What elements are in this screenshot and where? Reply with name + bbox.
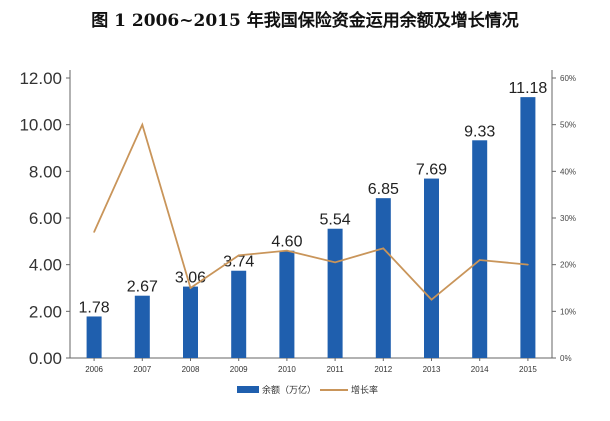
bar-value-label: 9.33 — [464, 123, 495, 140]
bar — [231, 270, 247, 358]
x-tick-label: 2013 — [423, 365, 441, 374]
growth-rate-point — [189, 287, 192, 289]
growth-rate-point — [286, 249, 288, 252]
x-tick-label: 2007 — [133, 365, 151, 374]
y-tick-label-left: 0.00 — [29, 349, 62, 368]
growth-rate-point — [478, 259, 481, 261]
growth-rate-point — [382, 247, 385, 250]
growth-rate-point — [93, 231, 95, 233]
y-tick-label-left: 6.00 — [29, 209, 62, 228]
legend-label-bar: 余额（万亿） — [262, 384, 316, 395]
bar — [327, 228, 343, 358]
growth-rate-point — [430, 298, 433, 301]
x-tick-label: 2009 — [230, 365, 248, 374]
bar — [279, 250, 295, 358]
legend-label-line: 增长率 — [351, 384, 378, 395]
bar-value-label: 1.78 — [79, 299, 110, 316]
bar — [424, 178, 439, 358]
x-tick-label: 2010 — [278, 365, 296, 374]
y-tick-label-right: 20% — [560, 261, 576, 270]
bar-value-label: 11.18 — [508, 80, 547, 97]
x-tick-label: 2015 — [519, 365, 537, 374]
bar-value-label: 2.67 — [127, 279, 158, 296]
growth-rate-line — [93, 122, 528, 301]
bar — [86, 316, 102, 358]
bar-value-label: 4.60 — [271, 234, 302, 251]
y-tick-label-right: 10% — [560, 307, 576, 316]
bar — [520, 97, 536, 358]
growth-rate-point — [141, 123, 144, 126]
y-tick-label-left: 2.00 — [29, 302, 62, 321]
x-tick-label: 2012 — [374, 365, 392, 374]
growth-rate-point — [237, 254, 240, 257]
bar-value-label: 5.54 — [320, 212, 351, 229]
x-tick-label: 2006 — [85, 365, 103, 374]
y-tick-label-right: 50% — [560, 121, 576, 130]
y-tick-label-left: 12.00 — [19, 69, 62, 88]
bar — [183, 286, 198, 358]
bar — [472, 140, 488, 358]
y-tick-label-right: 40% — [560, 167, 576, 176]
bar — [375, 198, 391, 358]
x-tick-label: 2014 — [471, 365, 489, 374]
y-tick-label-left: 4.00 — [29, 256, 62, 275]
y-tick-label-left: 8.00 — [29, 162, 62, 181]
x-tick-label: 2008 — [182, 365, 200, 374]
y-tick-label-right: 30% — [560, 214, 576, 223]
legend-swatch-bar — [237, 386, 259, 393]
growth-rate-point — [527, 263, 529, 266]
y-tick-label-right: 60% — [560, 74, 576, 83]
bar-value-label: 6.85 — [368, 181, 399, 198]
y-tick-label-right: 0% — [560, 354, 572, 363]
growth-rate-point — [334, 261, 336, 264]
bar-value-label: 7.69 — [416, 162, 447, 179]
bar-value-label: 3.74 — [223, 254, 254, 271]
y-tick-label-left: 10.00 — [19, 116, 62, 135]
bar — [134, 295, 150, 358]
bar-value-label: 3.06 — [175, 270, 206, 287]
x-tick-label: 2011 — [326, 365, 344, 374]
chart-title: 图 1 2006~2015 年我国保险资金运用余额及增长情况 — [91, 11, 519, 31]
